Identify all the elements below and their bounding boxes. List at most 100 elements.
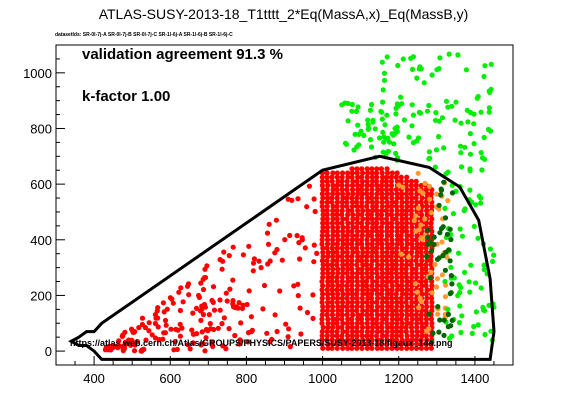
point-excluded — [266, 221, 272, 227]
point-excluded — [334, 249, 340, 255]
point-excluded — [384, 324, 390, 330]
point-excluded — [419, 270, 425, 276]
point-excluded — [251, 256, 257, 262]
point-excluded — [344, 262, 350, 268]
point-excluded — [404, 241, 410, 247]
point-excluded — [409, 337, 415, 343]
point-excluded — [324, 216, 330, 222]
point-allowed — [433, 147, 440, 153]
y-tick-label: 400 — [30, 233, 52, 248]
point-excluded — [409, 274, 415, 280]
point-excluded — [349, 166, 355, 172]
point-excluded — [403, 212, 409, 218]
point-excluded — [335, 312, 341, 318]
point-excluded — [409, 237, 415, 243]
point-excluded — [339, 312, 345, 318]
point-excluded — [355, 208, 361, 214]
point-excluded — [203, 335, 209, 341]
point-excluded — [403, 329, 409, 335]
point-excluded — [403, 274, 410, 280]
point-excluded — [156, 337, 162, 343]
point-excluded — [378, 212, 385, 218]
point-excluded — [393, 216, 399, 222]
point-excluded — [388, 253, 394, 260]
point-excluded — [378, 233, 385, 239]
point-excluded — [297, 256, 303, 262]
point-excluded — [389, 316, 395, 322]
point-excluded — [325, 266, 331, 272]
point-excluded — [349, 262, 355, 268]
point-excluded — [319, 295, 325, 301]
point-excluded — [383, 195, 389, 201]
point-allowed — [370, 117, 376, 123]
point-excluded — [329, 308, 336, 314]
point-excluded — [374, 228, 380, 234]
point-excluded — [359, 203, 365, 209]
point-excluded — [193, 305, 200, 311]
point-excluded — [178, 285, 184, 291]
point-excluded — [261, 282, 268, 289]
point-excluded-disagree — [434, 276, 440, 282]
point-allowed — [379, 116, 385, 122]
point-allowed — [406, 134, 412, 140]
point-excluded — [424, 287, 430, 293]
point-allowed-disagree — [430, 330, 436, 336]
point-excluded — [419, 266, 425, 272]
point-allowed — [356, 131, 362, 137]
point-excluded — [408, 262, 414, 268]
point-excluded — [349, 233, 356, 239]
point-excluded — [393, 203, 400, 209]
point-allowed — [481, 73, 487, 80]
point-excluded — [365, 324, 371, 330]
point-excluded — [330, 203, 336, 209]
point-excluded — [339, 253, 345, 260]
point-excluded — [198, 341, 204, 347]
point-excluded — [389, 337, 395, 343]
point-excluded — [215, 325, 221, 331]
point-excluded — [354, 178, 360, 184]
point-allowed — [478, 195, 484, 201]
point-excluded — [364, 245, 370, 251]
point-excluded — [235, 305, 241, 311]
point-allowed — [410, 140, 416, 146]
point-excluded — [388, 291, 394, 297]
point-allowed — [393, 111, 399, 117]
point-excluded — [403, 245, 410, 251]
point-allowed — [486, 105, 492, 111]
point-allowed-disagree — [449, 317, 455, 323]
point-excluded — [428, 253, 434, 260]
point-excluded — [424, 203, 430, 209]
point-excluded — [354, 199, 360, 205]
point-allowed-disagree — [441, 317, 447, 323]
point-excluded — [360, 308, 366, 314]
point-excluded — [199, 303, 205, 309]
point-excluded — [344, 178, 350, 184]
point-excluded — [334, 203, 340, 209]
point-excluded — [344, 237, 350, 243]
point-excluded — [389, 220, 395, 226]
point-excluded — [330, 208, 336, 214]
point-excluded — [364, 291, 370, 297]
point-excluded — [394, 274, 400, 280]
point-excluded — [398, 295, 404, 301]
point-excluded — [404, 220, 410, 226]
point-excluded — [324, 208, 330, 214]
point-excluded — [355, 253, 361, 260]
point-excluded — [389, 308, 395, 314]
point-excluded — [354, 274, 360, 280]
point-excluded — [355, 174, 361, 180]
point-allowed-disagree — [440, 253, 446, 259]
point-excluded — [349, 228, 355, 234]
point-allowed — [429, 72, 435, 78]
point-excluded — [320, 266, 326, 272]
point-excluded — [369, 224, 376, 230]
point-excluded — [398, 341, 404, 347]
point-excluded — [355, 212, 361, 218]
point-excluded — [335, 337, 341, 343]
point-excluded — [319, 333, 325, 339]
axes: 400 600 800 1000 1200 1400 0 200 400 600 800 1000 — [23, 44, 514, 386]
point-excluded — [393, 337, 400, 343]
point-allowed — [367, 137, 374, 143]
point-allowed — [456, 320, 462, 326]
point-allowed — [458, 329, 464, 335]
